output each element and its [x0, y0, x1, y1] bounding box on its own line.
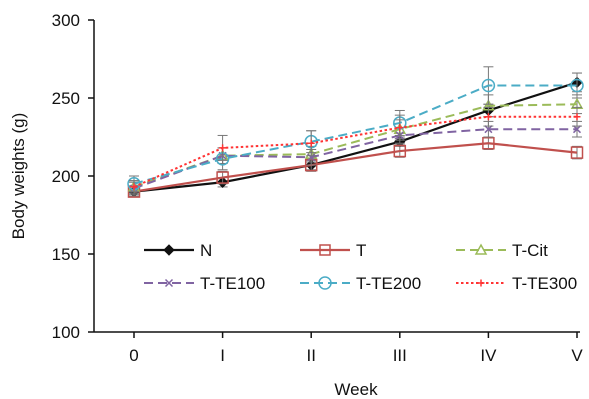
legend-label: T [356, 241, 366, 260]
x-tick-label: III [393, 346, 407, 365]
data-point [573, 113, 581, 121]
series-t [127, 136, 584, 198]
legend-item: T-TE200 [300, 274, 421, 293]
y-tick-label: 300 [52, 11, 80, 30]
data-point [477, 279, 485, 287]
data-point [570, 146, 584, 159]
y-tick-label: 150 [52, 245, 80, 264]
x-ticks: 0 I II III IV V [129, 332, 583, 365]
legend-item: T [300, 241, 366, 260]
data-point [216, 171, 229, 184]
series-line [133, 128, 577, 190]
legend-label: N [200, 241, 212, 260]
y-ticks: 100 150 200 250 300 [52, 11, 94, 342]
y-tick-label: 100 [52, 323, 80, 342]
series-t-te200 [127, 66, 584, 193]
data-point [570, 78, 584, 93]
series-line [133, 81, 578, 193]
data-point [130, 183, 138, 191]
data-point [481, 78, 496, 93]
y-tick-label: 200 [52, 167, 80, 186]
data-point [319, 244, 331, 256]
data-point [164, 278, 174, 288]
data-point [484, 125, 493, 134]
series-line [133, 84, 577, 185]
legend-label: T-TE100 [200, 274, 265, 293]
legend-item: T-TE100 [144, 274, 265, 293]
data-point [572, 125, 582, 134]
data-point [474, 243, 488, 255]
series-line [133, 115, 577, 188]
legend-item: N [144, 241, 212, 260]
series-t-cit [127, 94, 584, 194]
data-point [484, 113, 492, 121]
data-point [307, 139, 315, 147]
x-tick-label: II [306, 346, 315, 365]
data-point [393, 144, 407, 158]
legend-item: T-TE300 [456, 274, 577, 293]
x-tick-label: 0 [129, 346, 138, 365]
legend-label: T-TE300 [512, 274, 577, 293]
data-point [307, 153, 316, 162]
data-point [396, 124, 404, 132]
x-tick-label: V [571, 346, 583, 365]
data-point [482, 136, 495, 150]
x-tick-label: I [220, 346, 225, 365]
data-point [163, 244, 175, 256]
series-t-te300 [129, 106, 582, 194]
legend-label: T-TE200 [356, 274, 421, 293]
y-tick-label: 250 [52, 89, 80, 108]
y-axis-title: Body weights (g) [9, 113, 28, 240]
series-line [133, 142, 578, 193]
data-point [219, 144, 227, 152]
series-layer [127, 66, 584, 198]
legend-label: T-Cit [512, 241, 548, 260]
x-tick-label: IV [480, 346, 497, 365]
data-point [318, 276, 332, 290]
legend-item: T-Cit [456, 241, 548, 260]
x-axis-title: Week [334, 380, 378, 399]
legend: N T T-Cit T-TE100 T-TE200 T-TE300 [144, 241, 577, 293]
